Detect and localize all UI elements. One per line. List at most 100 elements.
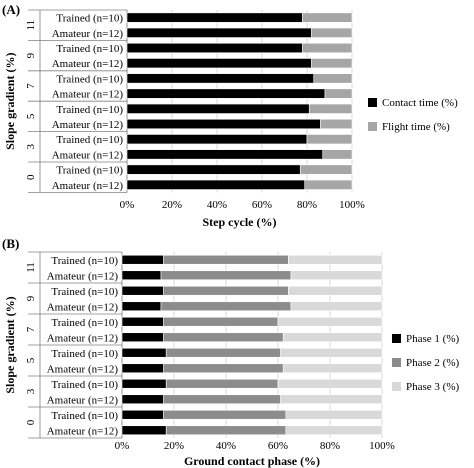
bar-segment: [285, 425, 383, 436]
bar-segment: [126, 42, 303, 54]
category-label: Trained (n=10): [56, 13, 123, 25]
bar-segment: [163, 409, 287, 420]
group-label: 11: [25, 20, 37, 31]
bar-segment: [277, 316, 383, 327]
category-label: Amateur (n=12): [52, 89, 124, 101]
category-label: Amateur (n=12): [52, 58, 124, 70]
bar-segment: [126, 88, 326, 99]
bar-segment: [126, 134, 308, 145]
category-label: Amateur (n=12): [47, 363, 119, 375]
group-label: 9: [25, 295, 37, 301]
category-label: Amateur (n=12): [47, 332, 119, 344]
bar-segment: [163, 285, 289, 296]
group-label: 11: [25, 262, 37, 273]
legend-swatch: [368, 98, 377, 107]
panel-label: (A): [2, 2, 20, 17]
bar-segment: [163, 363, 284, 374]
category-label: Trained (n=10): [51, 255, 118, 267]
bar-segment: [126, 73, 315, 84]
bar-segment: [280, 394, 383, 405]
category-label: Trained (n=10): [51, 317, 118, 329]
group-label: 7: [25, 83, 37, 89]
bar-segment: [126, 179, 306, 190]
bar-segment: [163, 332, 284, 343]
x-tick-label: 80%: [297, 199, 317, 211]
legend-label: Flight time (%): [382, 121, 450, 133]
bar-segment: [306, 134, 353, 145]
x-tick-label: 20%: [162, 199, 182, 211]
legend-label: Phase 1 (%): [406, 333, 459, 345]
group-label: 3: [25, 388, 37, 394]
category-label: Amateur (n=12): [47, 270, 119, 282]
legend-label: Phase 2 (%): [406, 357, 459, 369]
bar-segment: [121, 316, 164, 327]
bar-segment: [282, 363, 383, 374]
bar-segment: [126, 118, 321, 130]
bar-segment: [126, 103, 310, 114]
legend-swatch: [392, 382, 401, 391]
bar-segment: [121, 425, 167, 436]
bar-segment: [121, 409, 164, 420]
bar-segment: [165, 378, 279, 389]
category-label: Amateur (n=12): [52, 149, 124, 161]
bar-segment: [320, 118, 353, 130]
bar-segment: [121, 301, 162, 312]
bar-segment: [290, 270, 383, 281]
bar-segment: [280, 347, 383, 358]
y-axis-title: Slope gradient (%): [3, 53, 17, 150]
bar-segment: [163, 394, 281, 405]
legend-label: Phase 3 (%): [406, 381, 459, 393]
bar-segment: [277, 378, 383, 389]
x-tick-label: 0%: [120, 199, 135, 211]
bar-segment: [288, 254, 383, 265]
bar-segment: [126, 27, 312, 38]
x-axis-title: Step cycle (%): [203, 215, 277, 229]
x-tick-label: 80%: [320, 440, 340, 452]
x-tick-label: 100%: [369, 440, 395, 452]
x-tick-label: 0%: [115, 440, 130, 452]
category-label: Amateur (n=12): [47, 425, 119, 437]
bar-segment: [308, 103, 353, 114]
bar-segment: [285, 409, 383, 420]
x-tick-label: 40%: [207, 199, 227, 211]
x-tick-label: 100%: [339, 199, 365, 211]
bar-segment: [324, 88, 353, 99]
bar-segment: [160, 301, 292, 312]
bar-segment: [304, 179, 353, 190]
category-label: Amateur (n=12): [47, 394, 119, 406]
category-label: Amateur (n=12): [52, 180, 124, 192]
category-label: Trained (n=10): [56, 165, 123, 177]
bar-segment: [121, 270, 162, 281]
group-label: 5: [25, 357, 37, 363]
group-label: 0: [25, 419, 37, 425]
bar-segment: [311, 27, 353, 38]
x-tick-label: 60%: [252, 199, 272, 211]
bar-segment: [302, 42, 353, 54]
bar-segment: [313, 73, 353, 84]
category-label: Amateur (n=12): [52, 119, 124, 131]
bar-segment: [126, 58, 312, 69]
bar-segment: [121, 254, 164, 265]
bar-segment: [290, 301, 383, 312]
category-label: Trained (n=10): [56, 43, 123, 55]
group-label: 5: [25, 113, 37, 119]
bar-segment: [121, 394, 164, 405]
bar-segment: [121, 363, 164, 374]
x-tick-label: 40%: [216, 440, 236, 452]
bar-segment: [126, 149, 324, 160]
group-label: 7: [25, 326, 37, 332]
bar-segment: [160, 270, 292, 281]
category-label: Trained (n=10): [56, 73, 123, 85]
bar-segment: [165, 425, 287, 436]
panel-label: (B): [2, 236, 19, 251]
group-label: 0: [25, 174, 37, 180]
bar-segment: [163, 316, 279, 327]
bar-segment: [311, 58, 353, 69]
category-label: Trained (n=10): [51, 379, 118, 391]
legend-label: Contact time (%): [382, 97, 458, 109]
bar-segment: [165, 347, 281, 358]
x-axis-title: Ground contact phase (%): [184, 454, 320, 468]
legend-swatch: [368, 122, 377, 131]
group-label: 9: [25, 52, 37, 58]
